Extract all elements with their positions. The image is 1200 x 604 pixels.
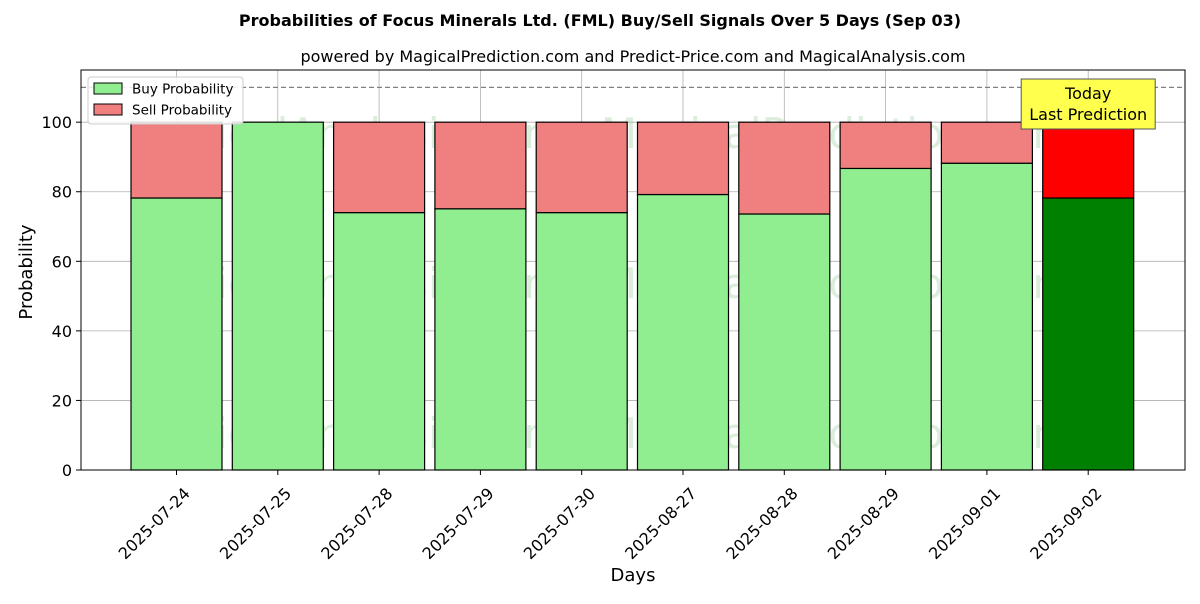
y-tick-label: 20 bbox=[52, 391, 72, 410]
y-tick-label: 0 bbox=[62, 461, 72, 480]
sell-bar bbox=[738, 121, 831, 215]
legend-label-sell: Sell Probability bbox=[132, 103, 232, 119]
buy-bar bbox=[738, 213, 831, 471]
sell-bar bbox=[839, 121, 932, 170]
sell-bar bbox=[333, 121, 426, 214]
buy-bar bbox=[1042, 197, 1135, 471]
plot-frame bbox=[80, 69, 1186, 471]
buy-bar bbox=[231, 121, 324, 471]
today-annotation: Today Last Prediction bbox=[1020, 78, 1156, 130]
sell-bar bbox=[535, 121, 628, 214]
legend: Buy Probability Sell Probability bbox=[87, 76, 244, 125]
plot-area: MagicalAnalysis.comMagicalPrediction.com… bbox=[41, 69, 1186, 563]
buy-bar bbox=[636, 193, 730, 471]
buy-bar bbox=[839, 167, 932, 471]
sell-bar bbox=[434, 121, 527, 210]
legend-swatch-buy bbox=[93, 82, 123, 95]
sell-bar bbox=[940, 121, 1034, 164]
x-tick-label: 2025-07-25 bbox=[216, 484, 295, 563]
x-tick-label: 2025-07-29 bbox=[419, 484, 498, 563]
buy-bar bbox=[434, 208, 527, 471]
x-tick-label: 2025-07-24 bbox=[115, 484, 194, 563]
sell-bar bbox=[130, 121, 223, 199]
sell-bar bbox=[1042, 121, 1135, 199]
annotation-line2: Last Prediction bbox=[1029, 105, 1147, 124]
buy-bar bbox=[130, 197, 223, 471]
legend-swatch-sell bbox=[93, 103, 123, 116]
y-tick-label: 40 bbox=[52, 322, 72, 341]
x-tick-label: 2025-08-29 bbox=[824, 484, 903, 563]
x-tick-label: 2025-08-27 bbox=[621, 484, 700, 563]
annotation-box bbox=[1020, 78, 1156, 130]
y-tick-label: 80 bbox=[52, 183, 72, 202]
chart-subtitle: powered by MagicalPrediction.com and Pre… bbox=[300, 47, 965, 66]
y-tick-label: 100 bbox=[41, 113, 72, 132]
chart-title: Probabilities of Focus Minerals Ltd. (FM… bbox=[239, 11, 961, 30]
x-tick-label: 2025-08-28 bbox=[722, 484, 801, 563]
x-tick-label: 2025-07-28 bbox=[317, 484, 396, 563]
buy-bar bbox=[333, 212, 426, 471]
buy-bar bbox=[535, 212, 628, 471]
x-axis-label: Days bbox=[611, 565, 656, 586]
y-tick-label: 60 bbox=[52, 252, 72, 271]
legend-box bbox=[87, 76, 244, 125]
y-axis-label: Probability bbox=[16, 224, 37, 319]
sell-bar bbox=[636, 121, 730, 196]
x-tick-label: 2025-09-01 bbox=[925, 484, 1004, 563]
legend-label-buy: Buy Probability bbox=[132, 82, 233, 98]
annotation-line1: Today bbox=[1064, 84, 1111, 103]
buy-bar bbox=[940, 162, 1034, 471]
x-tick-label: 2025-09-02 bbox=[1026, 484, 1105, 563]
x-tick-label: 2025-07-30 bbox=[520, 484, 599, 563]
